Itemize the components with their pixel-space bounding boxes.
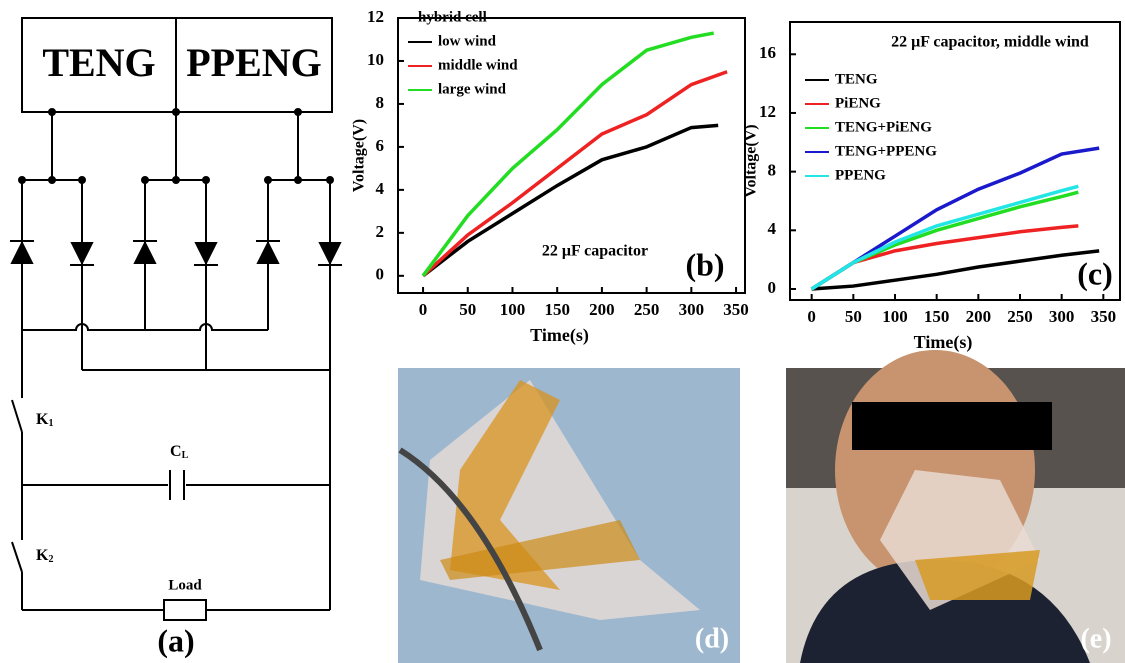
legend-label: middle wind xyxy=(438,57,518,73)
plot-frame xyxy=(790,22,1120,300)
x-tick-label: 150 xyxy=(924,307,950,326)
photo-d: (d) xyxy=(398,368,740,663)
x-axis-label: Time(s) xyxy=(914,332,973,353)
switch-label: K1 xyxy=(36,411,53,430)
source-label: TENG xyxy=(42,40,155,85)
x-tick-label: 50 xyxy=(845,307,862,326)
panel-label: (b) xyxy=(685,246,724,282)
x-tick-label: 50 xyxy=(459,300,476,319)
switch-label: K2 xyxy=(36,547,53,566)
panel-label: (d) xyxy=(695,623,729,654)
y-tick-label: 10 xyxy=(367,50,384,69)
y-axis-label: Voltage(V) xyxy=(743,124,760,197)
panel-label: (e) xyxy=(1080,623,1111,654)
chart-title: 22 μF capacitor, middle wind xyxy=(891,34,1089,51)
legend-label: large wind xyxy=(438,81,507,97)
switch-symbol: K xyxy=(36,547,49,564)
y-tick-label: 12 xyxy=(759,102,776,121)
annotation: 22 μF capacitor xyxy=(542,243,648,260)
figure: TENG PPENG K1 K2 CL Load (a) (d) (e) 050… xyxy=(0,0,1125,663)
legend-label: TENG xyxy=(835,71,878,87)
x-tick-label: 100 xyxy=(882,307,908,326)
y-tick-label: 0 xyxy=(768,278,777,297)
x-tick-label: 100 xyxy=(500,300,526,319)
panel-label: (c) xyxy=(1077,255,1113,291)
legend-label: low wind xyxy=(438,33,497,49)
legend-label: PiENG xyxy=(835,95,881,111)
series-line xyxy=(812,251,1099,289)
x-tick-label: 0 xyxy=(419,300,428,319)
switch-subscript: 1 xyxy=(48,418,53,429)
y-axis-label: Voltage(V) xyxy=(351,119,368,192)
switch-subscript: 2 xyxy=(48,554,53,565)
switch-symbol: K xyxy=(36,411,49,428)
x-tick-label: 250 xyxy=(634,300,660,319)
capacitor-subscript: L xyxy=(182,450,189,461)
x-tick-label: 0 xyxy=(807,307,816,326)
y-tick-label: 8 xyxy=(768,161,777,180)
circuit: TENG PPENG K1 K2 CL Load (a) xyxy=(10,18,342,658)
source-label: PPENG xyxy=(186,40,322,85)
y-tick-label: 2 xyxy=(376,222,385,241)
legend-label: TENG+PPENG xyxy=(835,143,937,159)
x-tick-label: 350 xyxy=(723,300,749,319)
load-label: Load xyxy=(168,577,202,593)
x-tick-label: 300 xyxy=(679,300,705,319)
y-tick-label: 4 xyxy=(768,219,777,238)
x-tick-label: 250 xyxy=(1007,307,1033,326)
panel-label: (a) xyxy=(157,622,194,658)
y-tick-label: 0 xyxy=(376,265,385,284)
y-tick-label: 12 xyxy=(367,7,384,26)
legend-title: hybrid cell xyxy=(418,9,487,25)
x-tick-label: 150 xyxy=(544,300,570,319)
x-tick-label: 300 xyxy=(1049,307,1075,326)
x-tick-label: 200 xyxy=(966,307,992,326)
y-tick-label: 6 xyxy=(376,136,385,155)
x-axis-label: Time(s) xyxy=(530,325,589,346)
y-tick-label: 8 xyxy=(376,93,385,112)
y-tick-label: 16 xyxy=(759,43,776,62)
x-tick-label: 200 xyxy=(589,300,615,319)
photo-e: (e) xyxy=(786,350,1125,663)
x-tick-label: 350 xyxy=(1091,307,1117,326)
legend-label: TENG+PiENG xyxy=(835,119,932,135)
legend-label: PPENG xyxy=(835,167,886,183)
capacitor-label: CL xyxy=(170,443,189,462)
y-tick-label: 4 xyxy=(376,179,385,198)
capacitor-symbol: C xyxy=(170,443,182,460)
